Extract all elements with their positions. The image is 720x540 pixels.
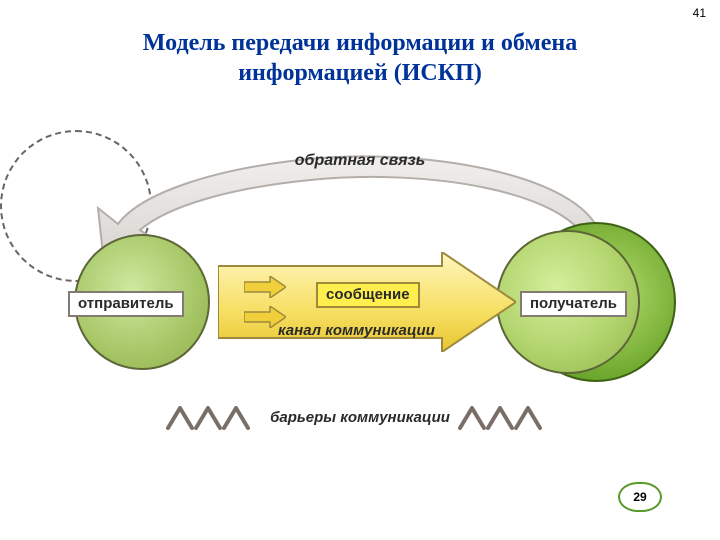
feedback-label: обратная связь bbox=[0, 152, 720, 170]
communication-model-diagram: обратная связь сообщение канал коммуника… bbox=[0, 130, 720, 460]
page-number-badge-value: 29 bbox=[633, 490, 646, 504]
small-arrow-1 bbox=[244, 276, 286, 298]
message-label: сообщение bbox=[316, 282, 420, 308]
title-line-1: Модель передачи информации и обмена bbox=[143, 30, 577, 56]
receiver-label: получатель bbox=[520, 291, 627, 317]
page-number-top: 41 bbox=[693, 6, 706, 20]
sender-label: отправитель bbox=[68, 291, 184, 317]
channel-label: канал коммуникации bbox=[278, 322, 435, 339]
page-title: Модель передачи информации и обмена инфо… bbox=[0, 28, 720, 88]
page-number-badge: 29 bbox=[618, 482, 662, 512]
title-line-2: информацией (ИСКП) bbox=[238, 60, 482, 86]
barrier-zig-left bbox=[166, 402, 262, 432]
barriers-row: барьеры коммуникации bbox=[0, 402, 720, 432]
barriers-label: барьеры коммуникации bbox=[270, 409, 450, 426]
barrier-zig-right bbox=[458, 402, 554, 432]
